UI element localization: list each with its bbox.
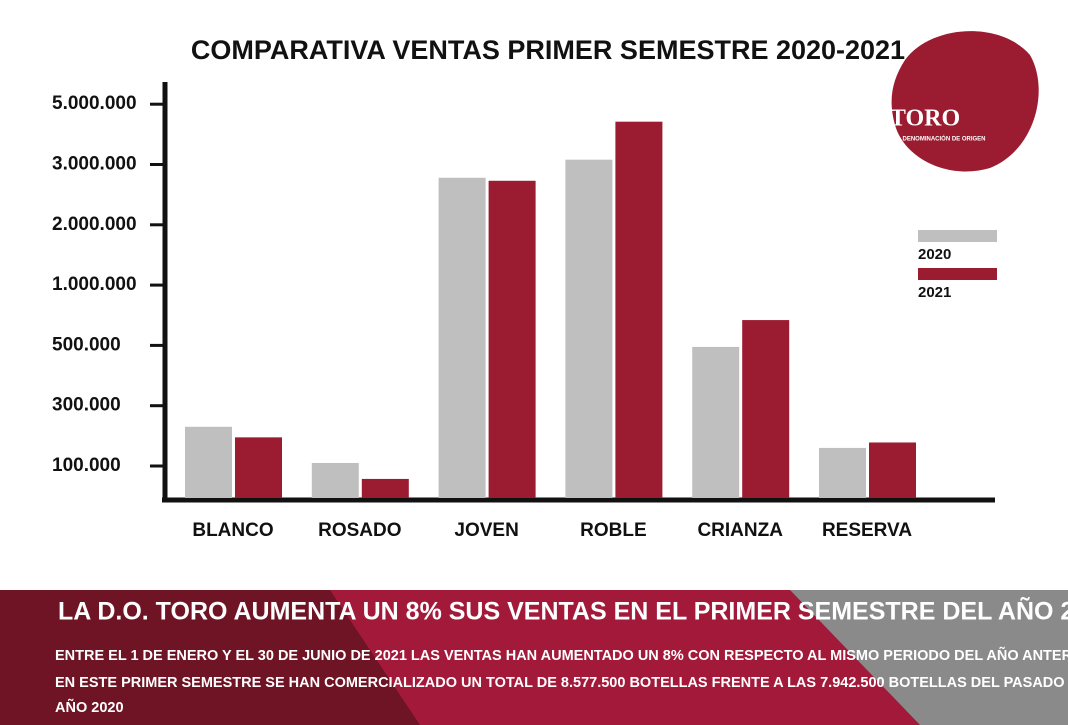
logo-shape xyxy=(891,31,1039,172)
logo-name: TORO xyxy=(890,106,960,132)
banner-band xyxy=(330,590,920,725)
bar xyxy=(742,320,790,498)
x-tick-label: JOVEN xyxy=(454,520,518,541)
bar xyxy=(488,180,536,498)
bar xyxy=(869,442,916,498)
legend-swatch xyxy=(918,230,997,242)
x-tick-label: ROBLE xyxy=(580,520,647,541)
banner-headline: LA D.O. TORO AUMENTA UN 8% SUS VENTAS EN… xyxy=(58,596,1068,626)
bar xyxy=(692,346,740,498)
bar xyxy=(565,159,613,498)
banner-band xyxy=(790,590,1068,725)
y-tick-label: 500.000 xyxy=(52,334,121,355)
legend-swatch xyxy=(918,268,997,280)
y-tick-label: 2.000.000 xyxy=(52,214,137,235)
bar xyxy=(438,177,486,499)
bar xyxy=(615,121,663,498)
legend-label: 2020 xyxy=(918,246,951,263)
x-tick-label: CRIANZA xyxy=(697,520,783,541)
logo-subtitle: DENOMINACIÓN DE ORIGEN xyxy=(902,135,985,143)
y-tick-label: 1.000.000 xyxy=(52,274,137,295)
bar xyxy=(311,462,359,498)
y-tick-label: 3.000.000 xyxy=(52,154,137,175)
y-tick-label: 300.000 xyxy=(52,395,121,416)
banner-text: ENTRE EL 1 DE ENERO Y EL 30 DE JUNIO DE … xyxy=(55,646,1068,664)
chart-title: COMPARATIVA VENTAS PRIMER SEMESTRE 2020-… xyxy=(191,35,905,65)
banner: LA D.O. TORO AUMENTA UN 8% SUS VENTAS EN… xyxy=(0,590,1068,725)
y-tick-label: 5.000.000 xyxy=(52,93,137,114)
banner-text: AÑO 2020 xyxy=(55,698,124,716)
bar xyxy=(185,426,232,498)
legend-label: 2021 xyxy=(918,284,951,301)
x-tick-label: BLANCO xyxy=(192,520,273,541)
x-tick-label: ROSADO xyxy=(318,520,401,541)
banner-text: EN ESTE PRIMER SEMESTRE SE HAN COMERCIAL… xyxy=(55,675,1065,691)
bar xyxy=(235,437,282,498)
bar xyxy=(819,447,866,498)
logo: TORO DENOMINACIÓN DE ORIGEN xyxy=(890,31,1039,172)
y-tick-label: 100.000 xyxy=(52,455,121,476)
bar xyxy=(361,478,409,498)
x-tick-label: RESERVA xyxy=(822,520,912,541)
